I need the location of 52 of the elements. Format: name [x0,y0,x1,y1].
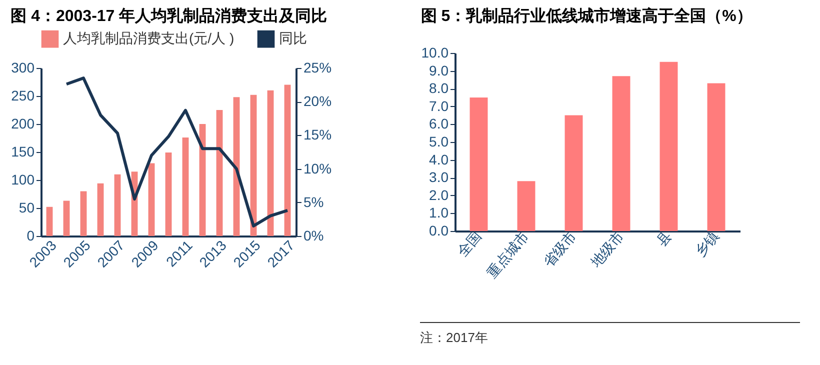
y-tick-label: 2.0 [429,186,449,203]
text: 注：2017年 [420,322,800,347]
y2-tick-label: 0% [304,228,324,244]
y-tick-label: 5.0 [429,134,449,150]
y-tick-label: 200 [11,116,35,132]
bar [267,90,274,236]
x-tick-label: 重点城市 [483,228,532,281]
y2-tick-label: 15% [304,126,332,143]
bar [707,83,726,231]
y-tick-label: 3.0 [429,169,449,186]
line-series [65,76,289,228]
chart-title: 图 5：乳制品行业低线城市增速高于全国（%） [420,6,752,25]
y-tick-label: 300 [11,60,35,76]
y2-tick-label: 25% [304,60,332,76]
bar [564,115,583,231]
y-tick-label: 10.0 [421,44,449,60]
bar [165,152,172,236]
y2-tick-label: 20% [304,93,332,110]
x-tick-label: 省级市 [540,228,580,270]
bar [182,137,189,236]
y2-tick-label: 5% [304,194,324,210]
bar [470,98,488,231]
y-tick-label: 100 [11,172,35,188]
bar [80,191,87,236]
x-tick-label: 乡镇 [691,228,722,260]
bar [660,62,678,231]
y-tick-label: 6.0 [429,116,449,132]
y-tick-label: 0.0 [429,222,449,238]
y-tick-label: 50 [18,200,35,216]
bar [517,181,536,231]
y2-tick-label: 10% [304,160,332,176]
y-tick-label: 8.0 [429,80,449,96]
y-tick-label: 1.0 [429,204,449,221]
bar [97,183,104,236]
x-tick-label: 县 [652,228,674,249]
bar [216,110,223,236]
y-tick-label: 0 [26,228,35,244]
x-tick-label: 地级市 [586,228,627,271]
y-tick-label: 4.0 [429,151,449,168]
bar [46,206,53,236]
bar [63,200,70,236]
legend-label: 人均乳制品消费支出(元/人 ) [63,30,234,46]
bar [612,76,630,231]
legend-label: 同比 [279,30,307,46]
y-tick-label: 150 [11,144,35,160]
y-tick-label: 9.0 [429,62,449,78]
bar [148,163,155,236]
y-tick-label: 7.0 [429,98,449,114]
y-tick-label: 250 [11,88,35,104]
bar [114,174,121,236]
bar [284,84,291,236]
chart-title: 图 4：2003-17 年人均乳制品消费支出及同比 [10,7,328,25]
